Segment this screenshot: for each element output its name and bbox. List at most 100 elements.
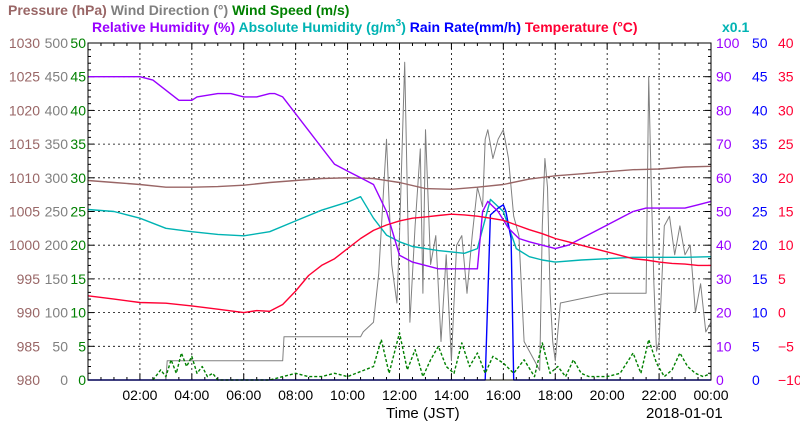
plot-frame: [87, 42, 712, 381]
y-tick-wind-direction: 450: [45, 69, 69, 85]
y-tick-pressure: 985: [17, 338, 41, 354]
y-tick-pressure: 1000: [9, 237, 40, 253]
y-tick-rain-rate: 10: [752, 305, 768, 321]
legend-absolute-humidity-sup: 3: [396, 18, 402, 29]
y-tick-wind-direction: 100: [45, 305, 69, 321]
y-tick-wind-speed: 10: [70, 305, 86, 321]
x-tick-label: 04:00: [174, 387, 209, 403]
y-tick-relative-humidity: 0: [716, 372, 724, 388]
y-tick-wind-direction: 150: [45, 271, 69, 287]
y-tick-wind-speed: 15: [70, 271, 86, 287]
series-relative-humidity: [88, 76, 712, 270]
y-tick-pressure: 1030: [9, 35, 40, 51]
y-axes: 9809859909951000100510101015102010251030…: [9, 35, 800, 388]
y-tick-wind-speed: 30: [70, 170, 86, 186]
grid: [87, 42, 712, 381]
series-temperature: [87, 213, 711, 314]
y-tick-temperature: 5: [778, 271, 786, 287]
x-tick-label: 08:00: [278, 387, 313, 403]
y-tick-pressure: 1020: [9, 102, 40, 118]
x-tick-label: 16:00: [486, 387, 521, 403]
y-tick-rain-rate: 30: [752, 170, 768, 186]
y-tick-wind-direction: 500: [45, 35, 69, 51]
y-tick-temperature: 25: [778, 136, 794, 152]
legend-pressure: Pressure (hPa): [8, 2, 107, 18]
y-tick-temperature: −5: [778, 338, 794, 354]
y-tick-pressure: 990: [17, 305, 41, 321]
y-tick-rain-rate: 20: [752, 237, 768, 253]
y-tick-temperature: 10: [778, 237, 794, 253]
x-tick-label: 20:00: [590, 387, 625, 403]
x-tick-label: 06:00: [226, 387, 261, 403]
y-tick-rain-rate: 45: [752, 69, 768, 85]
y-tick-rain-rate: 5: [752, 338, 760, 354]
legend-rain-rate: Rain Rate(mm/h): [410, 19, 521, 35]
y-tick-pressure: 1005: [9, 204, 40, 220]
legend-relative-humidity: Relative Humidity (%): [92, 19, 235, 35]
y-tick-wind-direction: 300: [45, 170, 69, 186]
y-tick-relative-humidity: 10: [716, 338, 732, 354]
rain-rate-multiplier: x0.1: [722, 19, 749, 35]
y-tick-wind-direction: 250: [45, 204, 69, 220]
y-tick-wind-speed: 35: [70, 136, 86, 152]
y-tick-wind-speed: 50: [70, 35, 86, 51]
y-tick-wind-speed: 0: [78, 372, 86, 388]
y-tick-wind-speed: 45: [70, 69, 86, 85]
legend-row-2: Relative Humidity (%) Absolute Humidity …: [92, 18, 638, 35]
x-tick-label: 10:00: [330, 387, 365, 403]
y-tick-rain-rate: 40: [752, 102, 768, 118]
y-tick-wind-speed: 40: [70, 102, 86, 118]
x-tick-label: 14:00: [434, 387, 469, 403]
x-axis: 02:00 04:00 06:00 08:00 10:00 12:00 14:00 16:00…: [122, 387, 728, 403]
y-tick-wind-direction: 400: [45, 102, 69, 118]
legend-temperature: Temperature (°C): [525, 19, 638, 35]
legend-wind-direction: Wind Direction (°): [111, 2, 228, 18]
y-tick-wind-speed: 5: [78, 338, 86, 354]
y-tick-relative-humidity: 30: [716, 271, 732, 287]
x-tick-label: 22:00: [642, 387, 677, 403]
y-tick-temperature: 30: [778, 102, 794, 118]
x-axis-label: Time (JST): [386, 405, 460, 422]
y-tick-relative-humidity: 60: [716, 170, 732, 186]
y-tick-wind-speed: 25: [70, 204, 86, 220]
y-tick-temperature: 0: [778, 305, 786, 321]
y-tick-relative-humidity: 40: [716, 237, 732, 253]
y-tick-rain-rate: 25: [752, 204, 768, 220]
y-tick-pressure: 980: [17, 372, 41, 388]
y-tick-relative-humidity: 80: [716, 102, 732, 118]
legend-row-1: Pressure (hPa) Wind Direction (°) Wind S…: [8, 2, 349, 18]
x-tick-label: 00:00: [693, 387, 728, 403]
y-tick-temperature: 35: [778, 69, 794, 85]
y-tick-temperature: −10: [778, 372, 800, 388]
y-tick-wind-speed: 20: [70, 237, 86, 253]
series-wind-speed: [152, 332, 712, 381]
y-tick-rain-rate: 15: [752, 271, 768, 287]
legend-wind-speed: Wind Speed (m/s): [232, 2, 349, 18]
y-tick-rain-rate: 35: [752, 136, 768, 152]
y-tick-relative-humidity: 50: [716, 204, 732, 220]
y-tick-pressure: 995: [17, 271, 41, 287]
legend-absolute-humidity: Absolute Humidity (g/m: [239, 19, 396, 35]
series-wind-direction: [88, 61, 712, 381]
series-pressure: [87, 165, 712, 190]
y-tick-wind-direction: 200: [45, 237, 69, 253]
y-tick-pressure: 1015: [9, 136, 40, 152]
y-tick-pressure: 1025: [9, 69, 40, 85]
y-tick-pressure: 1010: [9, 170, 40, 186]
series-absolute-humidity: [87, 196, 712, 263]
y-tick-wind-direction: 350: [45, 136, 69, 152]
y-tick-rain-rate: 0: [752, 372, 760, 388]
y-tick-wind-direction: 0: [60, 372, 68, 388]
x-tick-label: 18:00: [538, 387, 573, 403]
y-tick-relative-humidity: 20: [716, 305, 732, 321]
date-label: 2018-01-01: [646, 405, 723, 422]
y-tick-temperature: 20: [778, 170, 794, 186]
y-tick-relative-humidity: 70: [716, 136, 732, 152]
x-tick-label: 12:00: [382, 387, 417, 403]
y-tick-relative-humidity: 100: [716, 35, 740, 51]
y-tick-rain-rate: 50: [752, 35, 768, 51]
x-tick-label: 02:00: [122, 387, 157, 403]
y-tick-temperature: 15: [778, 204, 794, 220]
y-tick-temperature: 40: [778, 35, 794, 51]
